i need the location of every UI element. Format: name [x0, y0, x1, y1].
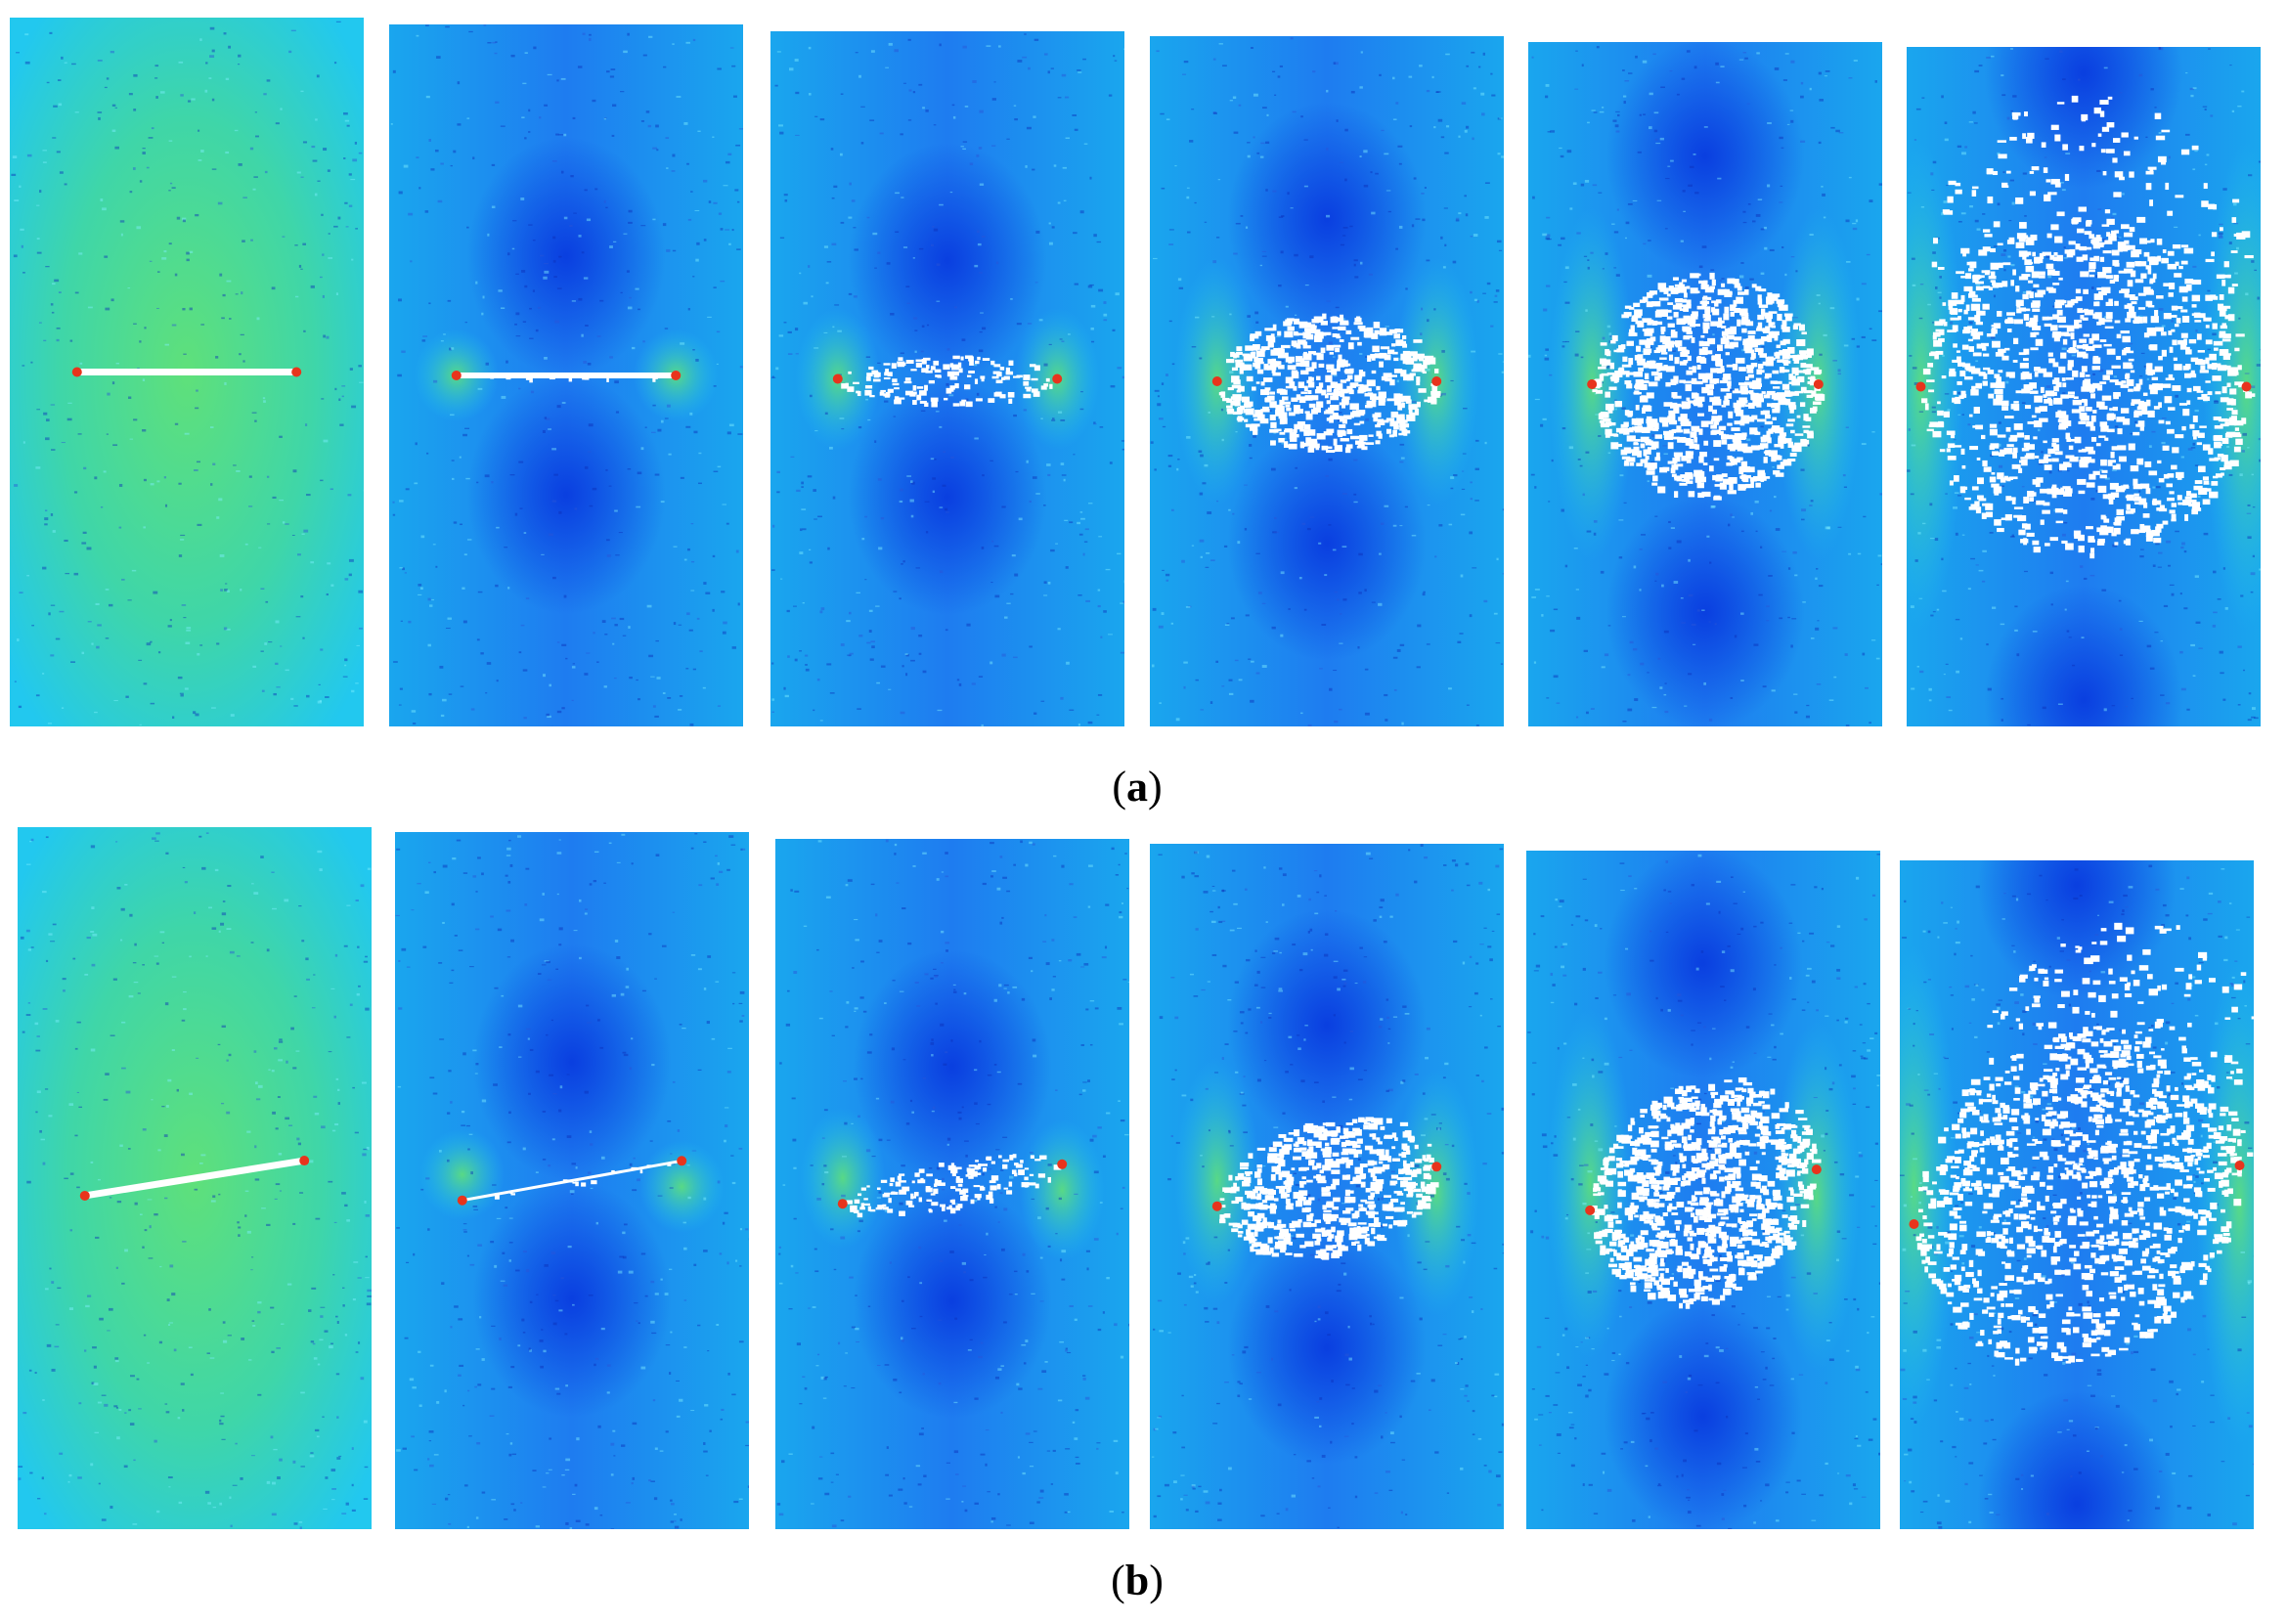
panel-b-6	[1900, 860, 2254, 1529]
panel-b-3	[775, 839, 1129, 1529]
panel-b-4	[1150, 844, 1504, 1529]
panel-a-1	[10, 18, 364, 726]
panel-a-3	[770, 31, 1124, 726]
stress-field	[1150, 844, 1504, 1529]
stress-field	[395, 832, 749, 1529]
stress-field	[1150, 36, 1504, 726]
stress-field	[770, 31, 1124, 726]
stress-field	[1900, 860, 2254, 1529]
stress-field	[389, 24, 743, 726]
panel-b-1	[18, 827, 372, 1529]
panel-a-6	[1907, 47, 2261, 726]
panel-a-4	[1150, 36, 1504, 726]
stress-field	[10, 18, 364, 726]
stress-field	[1528, 42, 1882, 726]
caption-b: (b)	[1111, 1557, 1164, 1604]
stress-field	[1907, 47, 2261, 726]
caption-a: (a)	[1112, 763, 1163, 811]
panel-b-5	[1526, 851, 1880, 1529]
panel-a-5	[1528, 42, 1882, 726]
panel-a-2	[389, 24, 743, 726]
stress-field	[775, 839, 1129, 1529]
stress-field	[18, 827, 372, 1529]
stress-field	[1526, 851, 1880, 1529]
panel-b-2	[395, 832, 749, 1529]
